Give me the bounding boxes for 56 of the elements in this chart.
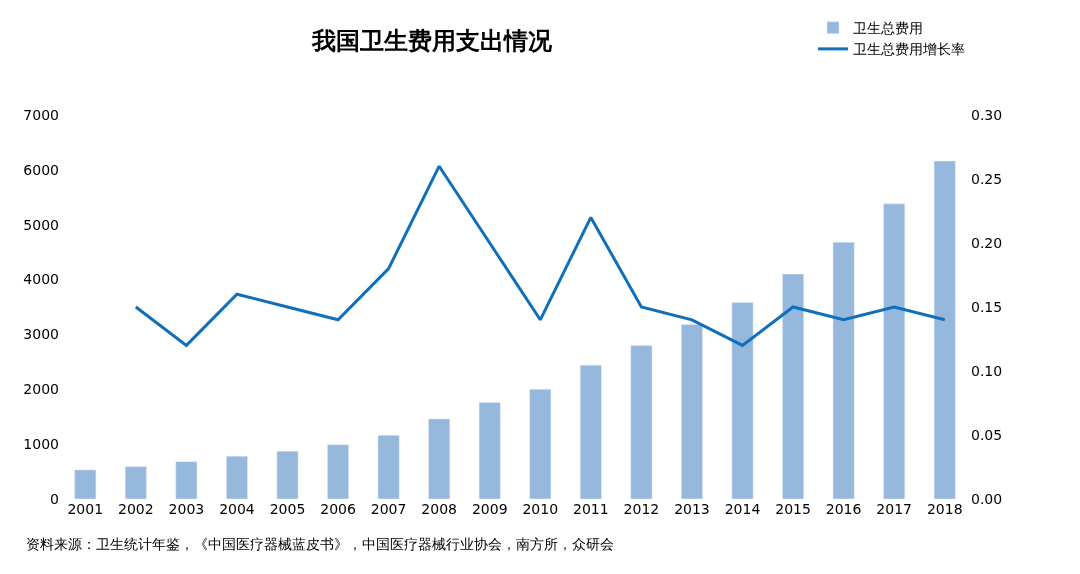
y2-tick-label: 0.10 — [971, 362, 1003, 379]
bar — [377, 435, 400, 499]
x-tick-label: 2015 — [775, 501, 811, 517]
x-tick-label: 2007 — [370, 501, 407, 517]
x-tick-label: 2002 — [118, 501, 154, 517]
y2-tick-label: 0.20 — [971, 234, 1003, 251]
y2-tick-label: 0.05 — [971, 426, 1003, 443]
y2-tick-label: 0.15 — [971, 298, 1003, 315]
bar — [124, 466, 147, 499]
bar — [782, 273, 804, 499]
bar — [731, 302, 754, 499]
bar — [478, 402, 501, 499]
x-tick-label: 2001 — [67, 501, 104, 517]
x-tick-label: 2014 — [724, 501, 761, 517]
x-tick-label: 2013 — [674, 501, 710, 517]
y2-tick-label: 0.00 — [971, 490, 1003, 507]
x-tick-label: 2012 — [623, 501, 660, 517]
legend-label: 卫生总费用增长率 — [853, 41, 965, 58]
x-tick-label: 2008 — [421, 501, 457, 517]
line-series — [134, 164, 947, 347]
bar — [276, 451, 299, 499]
x-tick-label: 2016 — [825, 501, 862, 517]
x-tick-label: 2011 — [573, 501, 609, 517]
bar — [681, 324, 703, 499]
bar — [226, 455, 248, 499]
y2-tick-label: 0.30 — [971, 106, 1003, 123]
chart-title: 我国卫生费用支出情况 — [311, 26, 553, 55]
bar — [175, 461, 198, 499]
bar — [630, 345, 653, 499]
bar — [883, 203, 906, 499]
bar — [428, 418, 451, 499]
legend-label: 卫生总费用 — [853, 20, 923, 37]
y-tick-label: 0 — [50, 490, 59, 507]
x-tick-label: 2009 — [471, 501, 508, 517]
y2-tick-label: 0.25 — [971, 170, 1003, 187]
y-tick-label: 6000 — [23, 161, 59, 178]
y-tick-label: 3000 — [23, 326, 59, 343]
bar — [832, 242, 855, 499]
x-tick-label: 2003 — [168, 501, 205, 517]
y-tick-label: 2000 — [23, 381, 59, 398]
text: 资料来源：卫生统计年鉴，《中国医疗器械蓝皮书》，中国医疗器械行业协会，南方所，众研会 — [26, 536, 614, 552]
x-tick-label: 2017 — [876, 501, 912, 517]
bar — [529, 389, 552, 499]
x-tick-label: 2004 — [219, 501, 255, 517]
bar — [933, 160, 956, 499]
bar — [579, 364, 602, 499]
x-tick-label: 2018 — [926, 501, 963, 517]
y-tick-label: 1000 — [23, 436, 59, 453]
y-tick-label: 7000 — [23, 106, 59, 123]
x-tick-label: 2005 — [269, 501, 306, 517]
y-tick-label: 5000 — [23, 216, 59, 233]
x-tick-label: 2006 — [320, 501, 356, 517]
y-tick-label: 4000 — [23, 271, 59, 288]
bar — [327, 444, 349, 499]
x-tick-label: 2010 — [522, 501, 559, 517]
bar — [74, 469, 97, 499]
